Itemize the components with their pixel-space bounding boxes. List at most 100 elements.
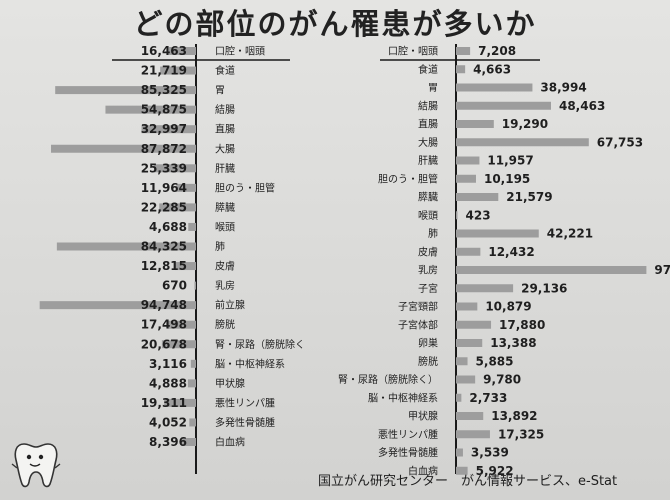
right-value-label: 5,885 [476, 354, 514, 368]
left-category-label: 直腸 [215, 123, 235, 136]
right-value-label: 97,142 [654, 263, 670, 277]
left-bar [168, 47, 196, 55]
right-value-label: 5,922 [476, 464, 514, 478]
left-value-label: 20,678 [141, 337, 187, 351]
left-category-label: 脳・中枢神経系 [215, 357, 285, 370]
right-bar [456, 47, 471, 55]
left-category-label: 口腔・咽頭 [215, 45, 265, 58]
right-bar [456, 339, 483, 347]
right-bar [456, 156, 480, 165]
left-value-label: 87,872 [141, 142, 187, 156]
right-category-label: 食道 [418, 63, 438, 76]
left-category-label: 皮膚 [215, 260, 235, 273]
left-bar [182, 438, 196, 446]
right-value-label: 423 [466, 208, 491, 222]
left-category-label: 悪性リンパ腫 [215, 396, 275, 409]
left-value-label: 22,285 [141, 200, 187, 214]
left-bar [55, 86, 197, 95]
left-bar [39, 301, 196, 310]
right-bar [456, 229, 539, 238]
right-category-label: 結腸 [418, 99, 438, 112]
right-category-label: 白血病 [408, 464, 438, 477]
left-bar [167, 320, 196, 329]
right-bar [456, 430, 490, 439]
right-category-label: 喉頭 [418, 210, 438, 222]
left-value-label: 16,463 [141, 44, 187, 58]
right-category-label: 卵巣 [418, 337, 438, 350]
right-bar [456, 448, 463, 457]
left-value-label: 3,116 [149, 357, 187, 371]
left-bar [194, 281, 196, 290]
right-value-label: 67,753 [597, 135, 643, 149]
left-bar [141, 125, 196, 134]
right-value-label: 9,780 [483, 373, 521, 387]
right-category-label: 乳房 [418, 264, 438, 277]
right-bar [456, 320, 492, 329]
left-category-label: 結腸 [215, 103, 235, 116]
right-category-label: 多発性骨髄腫 [378, 446, 438, 459]
left-category-label: 腎・尿路（膀胱除く [215, 338, 305, 351]
right-value-label: 42,221 [547, 227, 593, 241]
left-category-label: 膀胱 [215, 318, 235, 331]
left-bar [164, 398, 196, 407]
left-value-label: 8,396 [149, 435, 187, 449]
left-value-label: 17,498 [141, 318, 187, 332]
right-bar [456, 284, 514, 293]
right-value-label: 19,290 [502, 117, 548, 131]
left-bar [154, 164, 196, 173]
left-value-label: 19,311 [141, 396, 187, 410]
right-value-label: 13,892 [491, 409, 537, 423]
right-bar [456, 393, 462, 402]
tooth-mascot-icon [11, 443, 61, 488]
right-bar [456, 266, 647, 274]
right-value-label: 13,388 [490, 336, 536, 350]
right-value-label: 10,195 [484, 172, 530, 186]
right-bar [456, 193, 499, 201]
left-bar [188, 222, 196, 231]
left-bar [190, 359, 196, 368]
right-bar [456, 138, 589, 147]
right-category-label: 腎・尿路（膀胱除く） [338, 373, 438, 386]
left-bar [159, 203, 196, 212]
right-value-label: 10,879 [485, 300, 531, 314]
right-category-label: 直腸 [418, 118, 438, 131]
chart-title: どの部位のがん罹患が多いか [133, 7, 537, 41]
left-bar [187, 379, 196, 388]
right-value-label: 4,663 [473, 62, 511, 76]
left-category-label: 膵臓 [215, 202, 235, 214]
right-bar [456, 357, 468, 366]
right-value-label: 48,463 [559, 99, 605, 113]
left-category-label: 食道 [215, 64, 235, 77]
left-bar [161, 340, 196, 349]
right-category-label: 大腸 [418, 136, 438, 149]
right-value-label: 7,208 [478, 44, 516, 58]
right-bar [456, 375, 476, 384]
source-credit: 国立がん研究センター がん情報サービス、e-Stat [318, 474, 618, 489]
left-category-label: 白血病 [215, 436, 245, 449]
left-value-label: 94,748 [141, 298, 187, 312]
left-value-label: 84,325 [141, 240, 187, 254]
left-category-label: 肺 [215, 241, 225, 253]
left-value-label: 25,339 [141, 161, 187, 175]
right-category-label: 子宮 [418, 282, 438, 295]
left-category-label: 前立腺 [215, 299, 245, 312]
right-bar [456, 466, 468, 475]
right-bar [456, 101, 551, 110]
right-category-label: 悪性リンパ腫 [378, 428, 438, 441]
right-bar [456, 302, 478, 311]
right-value-label: 29,136 [521, 281, 567, 295]
right-bar [456, 412, 484, 420]
right-category-label: 口腔・咽頭 [388, 45, 438, 58]
right-category-label: 肝臓 [418, 155, 438, 167]
right-category-label: 肺 [428, 228, 438, 240]
left-value-label: 4,688 [149, 220, 187, 234]
right-value-label: 3,539 [471, 446, 509, 460]
left-bar [176, 183, 196, 192]
left-category-label: 胆のう・胆管 [215, 181, 275, 194]
right-bar [456, 120, 494, 128]
right-value-label: 38,994 [540, 81, 586, 95]
left-value-label: 12,815 [141, 259, 187, 273]
right-bar [456, 65, 466, 74]
